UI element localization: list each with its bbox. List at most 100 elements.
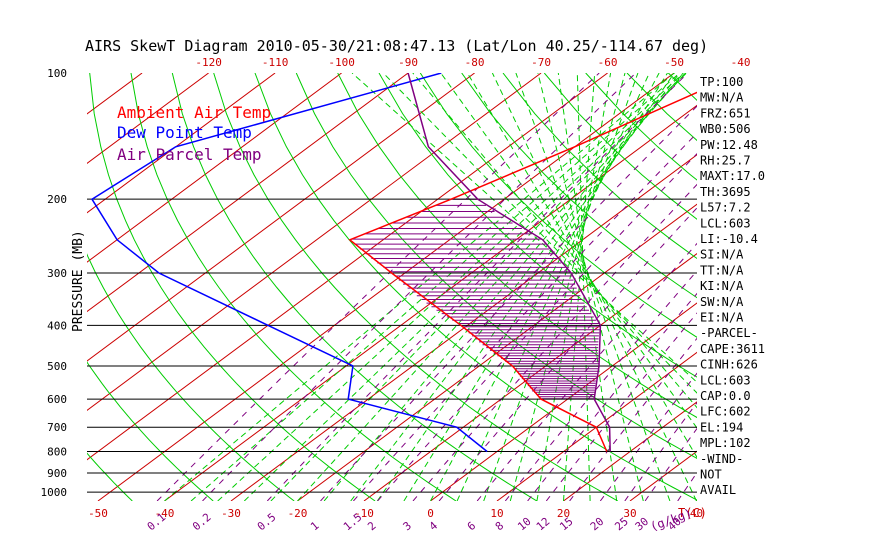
moist-adiabat-line <box>515 73 671 501</box>
dry-adiabat-line <box>419 73 697 338</box>
dry-adiabat-line <box>751 73 870 501</box>
pressure-tick-label: 500 <box>47 360 67 373</box>
y-axis-label: PRESSURE (MB) <box>71 230 86 332</box>
top-temperature-tick-label: -40 <box>731 56 751 69</box>
bottom-temperature-tick-label: -30 <box>221 507 241 520</box>
pressure-tick-label: 900 <box>47 467 67 480</box>
dry-adiabat-line <box>87 253 295 501</box>
bottom-temperature-tick-label: 40 <box>690 507 703 520</box>
top-temperature-tick-label: -50 <box>664 56 684 69</box>
dry-adiabat-line <box>461 73 697 299</box>
moist-adiabat-line <box>323 73 684 501</box>
mixing-ratio-line <box>438 207 697 501</box>
moist-adiabat-line <box>440 73 697 429</box>
mixing-ratio-line <box>504 270 697 501</box>
index-label: EI:N/A <box>700 311 744 325</box>
pressure-tick-label: 1000 <box>41 486 68 499</box>
mixing-ratio-tick-label: 3 <box>401 519 414 533</box>
isotherm-line <box>496 351 697 501</box>
mixing-ratio-tick-label: 6 <box>465 519 478 533</box>
moist-adiabat-line <box>403 73 668 501</box>
index-label: -WIND- <box>700 452 743 466</box>
mixing-ratio-line <box>644 427 697 501</box>
index-label: L57:7.2 <box>700 201 751 215</box>
mixing-ratio-line <box>569 337 697 501</box>
bottom-temperature-tick-label: 10 <box>490 507 503 520</box>
mixing-ratio-lines <box>156 73 697 501</box>
index-label: MPL:102 <box>700 436 751 450</box>
isotherm-line <box>87 73 342 263</box>
top-temperature-tick-label: -120 <box>195 56 222 69</box>
isotherm-line <box>97 73 675 501</box>
top-temperature-ticks: -120 -110 -100 -90 -80 -70 -60 -50 -40 <box>195 56 750 69</box>
dry-adiabat-line <box>834 73 870 501</box>
index-label: KI:N/A <box>700 279 744 293</box>
series-line-2 <box>407 73 611 452</box>
moist-adiabat-line <box>190 73 680 501</box>
dry-adiabat-line <box>792 73 870 501</box>
bottom-temperature-tick-label: -10 <box>354 507 374 520</box>
mixing-ratio-line <box>202 73 637 501</box>
mixing-ratio-tick-label: 0.5 <box>255 511 279 534</box>
dry-adiabat-line <box>254 73 697 501</box>
index-label: LFC:602 <box>700 405 751 419</box>
index-label: -PARCEL- <box>700 326 758 340</box>
chart-title: AIRS SkewT Diagram 2010-05-30/21:08:47.1… <box>85 37 708 55</box>
pressure-tick-label: 100 <box>47 67 67 80</box>
mixing-ratio-line <box>476 242 697 501</box>
bottom-temperature-tick-label: -50 <box>88 507 108 520</box>
mixing-ratio-tick-label: 2 <box>365 519 378 533</box>
index-label: CAP:0.0 <box>700 389 751 403</box>
index-label: TH:3695 <box>700 185 751 199</box>
moist-adiabat-line <box>164 73 675 501</box>
index-label: LCL:603 <box>700 216 751 230</box>
isotherm-line <box>87 73 542 411</box>
isotherm-line <box>563 401 697 501</box>
moist-adiabat-line <box>491 73 697 501</box>
mixing-ratio-line <box>320 105 697 501</box>
legend-ambient-air-temp: Ambient Air Temp <box>117 103 271 122</box>
bottom-temperature-tick-label: -40 <box>155 507 175 520</box>
dry-adiabat-line <box>667 73 697 101</box>
moist-adiabat-line <box>576 73 591 501</box>
mixing-ratio-tick-label: 0.2 <box>190 511 214 534</box>
index-label: LI:-10.4 <box>700 232 758 246</box>
pressure-tick-labels: 100 200 300 400 500 600 700 800 900 1000 <box>41 67 68 499</box>
mixing-ratio-tick-label: 1 <box>308 519 321 533</box>
isotherm-line <box>87 73 209 164</box>
index-label: AVAIL <box>700 483 736 497</box>
moist-adiabat-line <box>483 73 639 501</box>
dry-adiabat-line <box>213 73 619 501</box>
dry-adiabat-line <box>87 361 214 501</box>
index-label: CAPE:3611 <box>700 342 765 356</box>
index-label: CINH:626 <box>700 358 758 372</box>
bottom-temperature-tick-label: 30 <box>623 507 636 520</box>
moist-adiabat-line <box>536 73 612 501</box>
index-label: TP:100 <box>700 75 743 89</box>
top-temperature-tick-label: -110 <box>262 56 289 69</box>
pressure-tick-label: 800 <box>47 446 67 459</box>
cape-hatch <box>351 198 601 400</box>
top-temperature-tick-label: -80 <box>465 56 485 69</box>
isotherm-line <box>0 73 76 501</box>
series-layer <box>90 73 697 453</box>
moist-adiabat-line <box>430 73 660 501</box>
legend-air-parcel-temp: Air Parcel Temp <box>117 145 262 164</box>
moist-adiabat-line <box>351 73 697 383</box>
mixing-ratio-line <box>412 183 697 501</box>
mixing-ratio-tick-label: 8 <box>493 519 506 533</box>
isotherm-line <box>164 104 697 501</box>
mixing-ratio-line <box>156 73 600 501</box>
moist-adiabat-line <box>243 73 686 501</box>
index-label: TT:N/A <box>700 263 744 277</box>
dry-adiabat-line <box>378 73 697 378</box>
mixing-ratio-tick-label: 4 <box>427 519 441 533</box>
dry-adiabat-line <box>130 73 457 501</box>
top-temperature-tick-label: -100 <box>328 56 355 69</box>
moist-adiabat-line <box>297 73 686 501</box>
mixing-ratio-line <box>527 292 697 501</box>
legend: Ambient Air Temp Dew Point Temp Air Parc… <box>117 103 271 164</box>
index-label: EL:194 <box>700 420 743 434</box>
mixing-ratio-tick-label: 10 <box>515 515 534 533</box>
